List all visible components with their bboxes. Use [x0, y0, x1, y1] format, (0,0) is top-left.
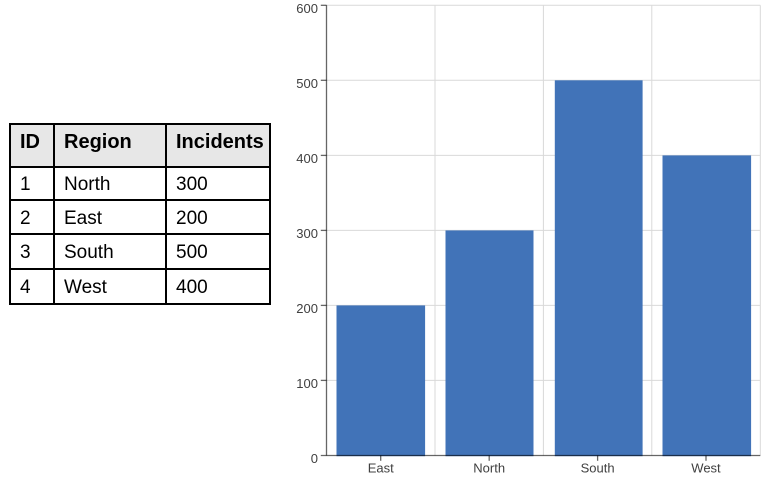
svg-text:East: East [368, 461, 394, 476]
svg-text:West: West [691, 461, 721, 476]
svg-text:300: 300 [296, 226, 318, 241]
svg-text:South: South [581, 461, 615, 476]
svg-text:100: 100 [296, 376, 318, 391]
svg-text:500: 500 [296, 76, 318, 91]
svg-text:600: 600 [296, 1, 318, 16]
svg-text:200: 200 [296, 301, 318, 316]
svg-text:0: 0 [311, 451, 318, 466]
svg-text:400: 400 [296, 151, 318, 166]
svg-text:North: North [473, 461, 505, 476]
